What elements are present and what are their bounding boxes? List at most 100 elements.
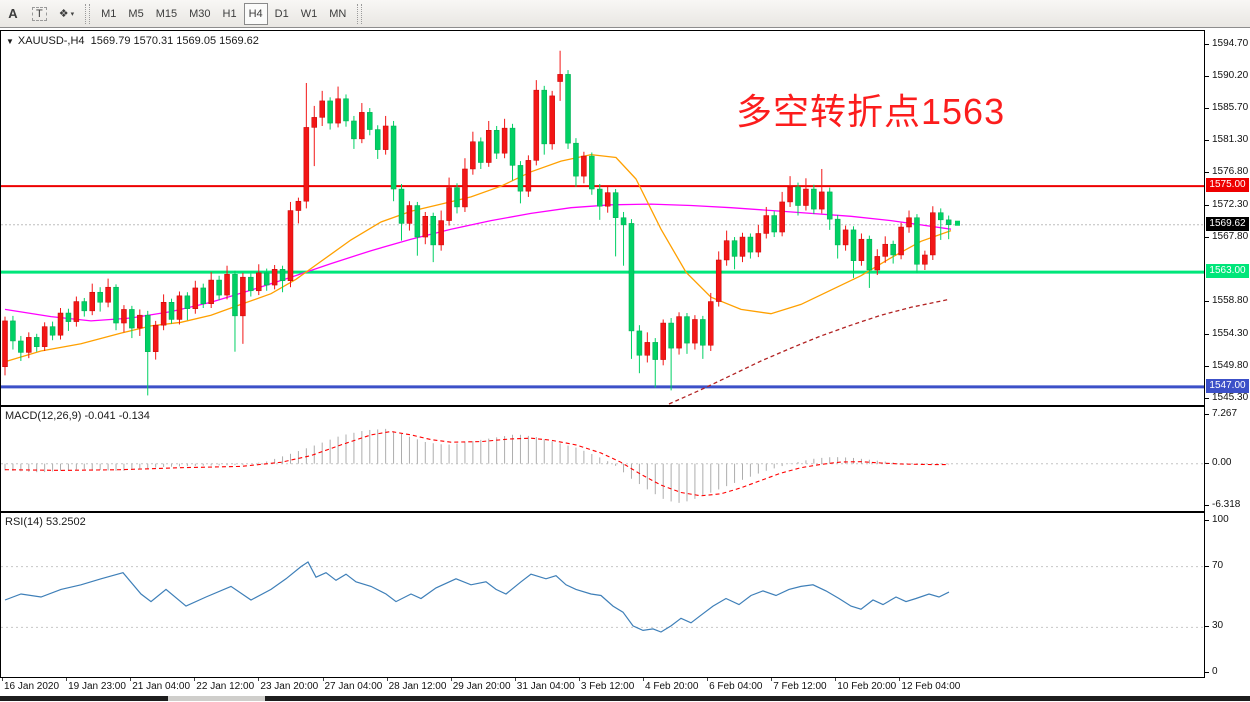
rsi-axis-label: 70 (1212, 559, 1224, 571)
axis-tick (1205, 505, 1209, 507)
timeframe-button-MN[interactable]: MN (329, 7, 347, 20)
axis-tick (1205, 172, 1209, 174)
axis-tick (1205, 204, 1209, 206)
time-axis-label: 28 Jan 12:00 (388, 681, 447, 692)
price-axis-label: 1572.30 (1212, 198, 1249, 210)
axis-tick (1205, 333, 1209, 335)
time-axis-label: 19 Jan 23:00 (68, 681, 126, 692)
time-tick (2, 678, 3, 681)
axis-tick (1205, 672, 1209, 673)
macd-histogram (4, 428, 950, 503)
price-axis-label: 1558.80 (1212, 295, 1249, 307)
time-axis-label: 22 Jan 12:00 (196, 681, 255, 692)
macd-panel: MACD(12,26,9) -0.041 -0.134 (0, 406, 1205, 512)
scrollbar-track[interactable] (0, 696, 168, 701)
axis-tick (1205, 140, 1209, 142)
time-axis[interactable]: 16 Jan 2020 19 Jan 23:00 21 Jan 04:00 22 Ja… (0, 678, 1250, 694)
macd-axis-label: 0.00 (1212, 456, 1232, 468)
time-axis-label: 12 Feb 04:00 (901, 681, 961, 692)
axis-tick (1205, 365, 1209, 367)
scrollbar-track[interactable] (265, 696, 1250, 701)
time-tick (194, 678, 196, 681)
macd-canvas[interactable] (1, 407, 1204, 511)
ohlc-readout: 1569.79 1570.31 1569.05 1569.62 (90, 35, 259, 47)
time-tick (258, 678, 260, 681)
horizontal-scrollbar[interactable] (0, 694, 1250, 702)
timeframe-button-W1[interactable]: W1 (300, 7, 318, 20)
timeframe-button-H4[interactable]: H4 (243, 2, 268, 25)
rsi-axis-label: 0 (1212, 666, 1218, 677)
time-tick (771, 678, 773, 681)
timeframe-button-M1[interactable]: M1 (101, 7, 117, 20)
axis-tick (1205, 398, 1209, 399)
macd-label: MACD(12,26,9) -0.041 -0.134 (5, 410, 150, 422)
price-chart-canvas[interactable] (1, 31, 1204, 405)
time-axis-label: 27 Jan 04:00 (324, 681, 383, 692)
timeframe-button-M15[interactable]: M15 (155, 7, 178, 20)
timeframe-button-M30[interactable]: M30 (189, 7, 211, 20)
level-price-box-1575.00: 1575.00 (1206, 178, 1249, 193)
macd-values: -0.041 -0.134 (84, 410, 150, 422)
rsi-line (4, 561, 950, 633)
time-axis-label: 10 Feb 20:00 (837, 681, 897, 692)
timeframe-button-H1[interactable]: H1 (222, 7, 237, 20)
macd-signal-line (4, 430, 950, 497)
axis-tick (1205, 108, 1209, 110)
chart-title: ▼ XAUUSD-,H4 1569.79 1570.31 1569.05 1569… (6, 35, 259, 47)
time-tick (835, 678, 837, 681)
symbol-period-label: XAUUSD-,H4 (17, 35, 85, 47)
rsi-axis-label: 30 (1212, 620, 1224, 632)
ma-orange-line (4, 153, 952, 363)
text-tool-icon: T (32, 6, 47, 21)
price-axis-label: 1545.30 (1212, 392, 1249, 403)
time-tick (386, 678, 388, 681)
time-axis-label: 4 Feb 20:00 (645, 681, 699, 692)
level-price-box-1563.00: 1563.00 (1206, 264, 1249, 279)
time-axis-label: 21 Jan 04:00 (132, 681, 191, 692)
ma-magenta-line (4, 203, 952, 322)
price-axis-label: 1581.30 (1212, 134, 1249, 146)
level-price-box-1547.00: 1547.00 (1206, 378, 1249, 393)
time-axis-label: 7 Feb 12:00 (773, 681, 827, 692)
font-tool-button[interactable]: A (8, 6, 18, 21)
price-axis[interactable]: 1594.70 1590.20 1585.70 1581.30 1576.80 1572.… (1205, 28, 1250, 678)
toolbar-separator (357, 3, 363, 24)
time-axis-label: 3 Feb 12:00 (580, 681, 635, 692)
shapes-tool-button[interactable]: ❖ ▾ (54, 3, 79, 25)
bid-price-box: 1569.62 (1206, 216, 1249, 231)
rsi-canvas[interactable] (1, 513, 1204, 677)
rsi-panel: RSI(14) 53.2502 (0, 512, 1205, 678)
time-axis-label: 6 Feb 04:00 (709, 681, 763, 692)
price-axis-label: 1576.80 (1212, 166, 1249, 178)
time-tick (514, 678, 516, 681)
timeframe-button-M5[interactable]: M5 (128, 7, 144, 20)
price-axis-label: 1554.30 (1212, 327, 1249, 339)
candles-layer (2, 50, 952, 396)
axis-tick (1205, 462, 1209, 464)
scrollbar-thumb[interactable] (168, 696, 265, 701)
time-tick (130, 678, 132, 681)
current-bar-marker (955, 220, 960, 226)
rsi-label: RSI(14) 53.2502 (5, 516, 86, 528)
price-axis-label: 1567.80 (1212, 230, 1249, 242)
price-axis-label: 1585.70 (1212, 102, 1249, 114)
shapes-icon: ❖ (58, 8, 69, 20)
axis-tick (1205, 236, 1209, 238)
chevron-down-icon[interactable]: ▼ (6, 37, 14, 46)
time-tick (643, 678, 644, 681)
text-tool-button[interactable]: T (27, 3, 52, 25)
price-axis-label: 1594.70 (1212, 38, 1249, 49)
axis-tick (1205, 301, 1209, 303)
main-price-panel: ▼ XAUUSD-,H4 1569.79 1570.31 1569.05 1569… (0, 30, 1205, 406)
axis-tick (1205, 76, 1209, 78)
time-tick (578, 678, 580, 681)
chevron-down-icon: ▾ (70, 10, 75, 18)
time-tick (450, 678, 452, 681)
timeframe-button-D1[interactable]: D1 (274, 7, 289, 20)
rsi-value: 53.2502 (45, 516, 86, 528)
time-tick (899, 678, 901, 681)
axis-tick (1205, 414, 1209, 415)
time-tick (707, 678, 709, 681)
toolbar-separator (85, 3, 91, 24)
axis-tick (1205, 520, 1209, 521)
